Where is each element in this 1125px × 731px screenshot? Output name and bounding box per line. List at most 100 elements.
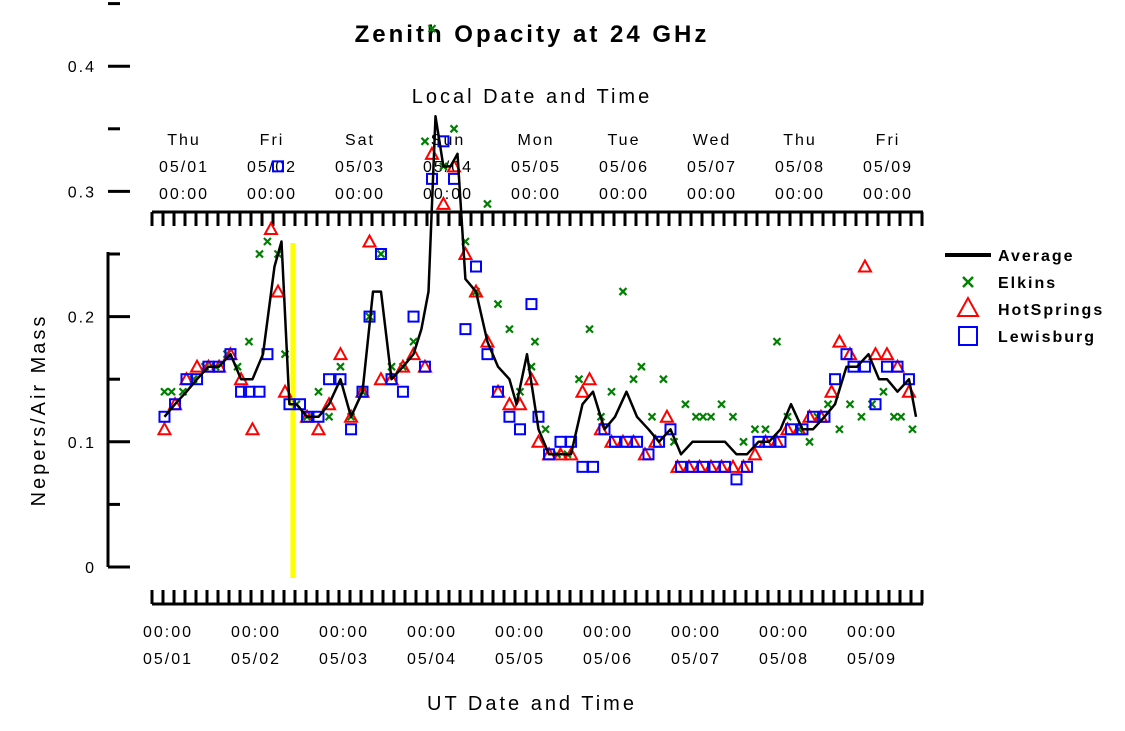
- data-point-elkins: [835, 425, 844, 434]
- elkins-x-stroke: [178, 387, 188, 396]
- elkins-x-stroke: [739, 437, 748, 447]
- data-point-lewisburg: [396, 385, 409, 398]
- bottom-tick-date: 05/08: [759, 651, 809, 668]
- data-point-lewisburg: [891, 360, 904, 373]
- data-point-elkins: [845, 399, 855, 409]
- data-point-elkins: [637, 362, 646, 371]
- elkins-x-stroke: [574, 374, 584, 384]
- data-point-elkins: [244, 337, 254, 346]
- top-tick-time: 00:00: [247, 186, 297, 203]
- data-point-lewisburg: [697, 460, 710, 473]
- legend-swatch-lewisburg: [958, 326, 978, 346]
- elkins-x-stroke: [376, 249, 386, 259]
- data-point-hotsprings: [574, 383, 591, 398]
- data-point-elkins: [879, 387, 888, 396]
- elkins-x-stroke: [761, 425, 770, 434]
- data-point-hotsprings: [405, 346, 422, 361]
- data-point-hotsprings: [244, 421, 261, 436]
- data-point-lewisburg: [869, 398, 882, 411]
- data-point-lewisburg: [492, 385, 504, 398]
- legend: Average Elkins HotSprings Lewisburg: [945, 248, 1102, 346]
- legend-label-average: Average: [998, 248, 1075, 265]
- data-point-hotsprings: [457, 245, 474, 260]
- data-point-lewisburg: [609, 435, 622, 448]
- bottom-tick-time: 00:00: [143, 624, 193, 641]
- data-point-lewisburg: [631, 435, 644, 448]
- elkins-x-stroke: [314, 387, 323, 396]
- data-point-lewisburg: [840, 348, 853, 361]
- top-tick-day: Fri: [260, 132, 285, 149]
- data-point-hotsprings: [479, 333, 496, 348]
- data-point-elkins: [255, 249, 264, 259]
- data-point-lewisburg: [858, 360, 871, 373]
- elkins-x-stroke: [706, 412, 716, 422]
- data-point-hotsprings: [424, 145, 440, 160]
- top-tick-day: Mon: [517, 132, 554, 149]
- data-point-elkins: [681, 399, 690, 409]
- data-point-elkins: [607, 387, 616, 396]
- data-point-lewisburg: [642, 448, 655, 461]
- data-point-elkins: [823, 399, 833, 409]
- data-point-hotsprings: [343, 408, 359, 423]
- elkins-x-stroke: [167, 387, 176, 396]
- elkins-x-stroke: [585, 324, 594, 334]
- data-point-elkins: [483, 199, 492, 209]
- data-point-hotsprings: [189, 358, 205, 373]
- y-tick-label: 0.1: [68, 435, 96, 452]
- data-point-elkins: [659, 374, 668, 384]
- bottom-tick-date: 05/03: [319, 651, 369, 668]
- elkins-x-stroke: [857, 412, 866, 422]
- top-tick-time: 00:00: [599, 186, 649, 203]
- elkins-x-stroke: [728, 412, 738, 422]
- elkins-x-stroke: [618, 287, 628, 296]
- bottom-axis: 00:00 05/01 00:00 05/02 00:00 05/03 00:00 05/04…: [143, 590, 924, 668]
- top-tick-time: 00:00: [863, 186, 913, 203]
- legend-item-hotsprings: HotSprings: [956, 295, 1102, 319]
- legend-item-average: Average: [945, 248, 1075, 265]
- data-point-hotsprings: [501, 396, 518, 411]
- elkins-x-stroke: [263, 237, 272, 246]
- elkins-x-stroke: [835, 425, 844, 434]
- elkins-x-stroke: [805, 437, 814, 447]
- data-point-lewisburg: [576, 460, 589, 473]
- data-point-lewisburg: [785, 423, 798, 436]
- chart-title: Zenith Opacity at 24 GHz: [355, 21, 710, 48]
- data-point-hotsprings: [321, 396, 337, 411]
- data-point-elkins: [698, 412, 708, 422]
- legend-x-stroke: [962, 276, 974, 288]
- data-point-lewisburg: [818, 410, 831, 423]
- data-point-lewisburg: [334, 373, 347, 386]
- top-tick-date: 05/09: [863, 159, 913, 176]
- data-point-hotsprings: [332, 346, 349, 361]
- bottom-tick-time: 00:00: [847, 624, 897, 641]
- elkins-x-stroke: [659, 374, 668, 384]
- data-point-elkins: [376, 249, 386, 259]
- elkins-x-stroke: [420, 137, 430, 146]
- top-tick-time: 00:00: [775, 186, 825, 203]
- data-point-lewisburg: [807, 410, 820, 423]
- data-point-lewisburg: [774, 435, 787, 448]
- data-point-lewisburg: [653, 435, 666, 448]
- legend-label-lewisburg: Lewisburg: [998, 329, 1096, 346]
- legend-label-elkins: Elkins: [998, 275, 1057, 292]
- data-point-hotsprings: [530, 433, 547, 448]
- elkins-x-stroke: [427, 24, 437, 33]
- top-axis-label: Local Date and Time: [412, 86, 652, 108]
- top-tick-date: 05/03: [335, 159, 385, 176]
- data-point-elkins: [160, 387, 169, 396]
- data-point-lewisburg: [407, 310, 420, 323]
- elkins-x-stroke: [896, 412, 906, 422]
- data-point-lewisburg: [323, 373, 336, 386]
- data-point-lewisburg: [741, 460, 754, 473]
- data-point-lewisburg: [272, 160, 284, 173]
- bottom-tick-date: 05/09: [847, 651, 897, 668]
- data-point-elkins: [427, 24, 437, 33]
- data-point-lewisburg: [253, 385, 266, 398]
- data-point-elkins: [493, 299, 503, 309]
- legend-item-lewisburg: Lewisburg: [958, 326, 1096, 346]
- y-tick-label: 0: [85, 560, 96, 577]
- data-point-elkins: [889, 412, 899, 422]
- data-point-elkins: [717, 399, 726, 409]
- elkins-x-stroke: [717, 399, 726, 409]
- elkins-x-stroke: [244, 337, 254, 346]
